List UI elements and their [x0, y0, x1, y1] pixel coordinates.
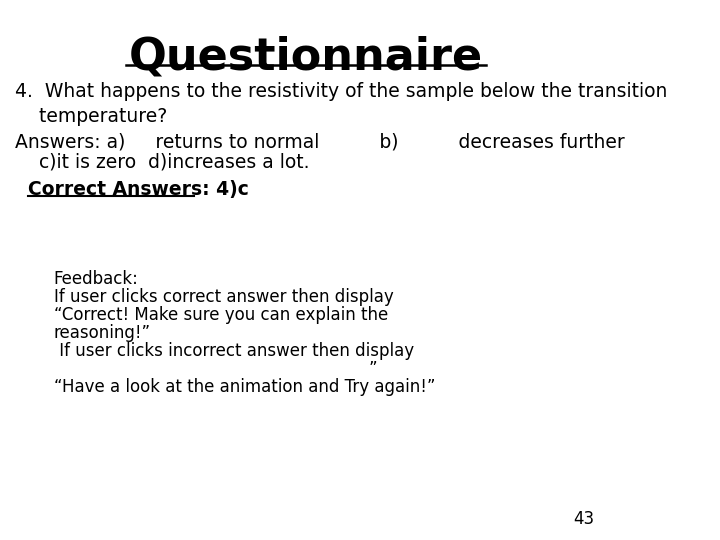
Text: 43: 43 — [574, 510, 595, 528]
Text: Answers: a)     returns to normal          b)          decreases further: Answers: a) returns to normal b) decreas… — [15, 132, 625, 151]
Text: ”: ” — [53, 360, 377, 378]
Text: “Correct! Make sure you can explain the: “Correct! Make sure you can explain the — [53, 306, 388, 324]
Text: Correct Answers: 4)c: Correct Answers: 4)c — [28, 180, 249, 199]
Text: If user clicks incorrect answer then display: If user clicks incorrect answer then dis… — [53, 342, 414, 360]
Text: If user clicks correct answer then display: If user clicks correct answer then displ… — [53, 288, 393, 306]
Text: Feedback:: Feedback: — [53, 270, 138, 288]
Text: “Have a look at the animation and Try again!”: “Have a look at the animation and Try ag… — [53, 378, 435, 396]
Text: 4.  What happens to the resistivity of the sample below the transition
    tempe: 4. What happens to the resistivity of th… — [15, 82, 667, 126]
Text: Questionnaire: Questionnaire — [129, 35, 483, 78]
Text: reasoning!”: reasoning!” — [53, 324, 150, 342]
Text: c)it is zero  d)increases a lot.: c)it is zero d)increases a lot. — [15, 152, 310, 171]
